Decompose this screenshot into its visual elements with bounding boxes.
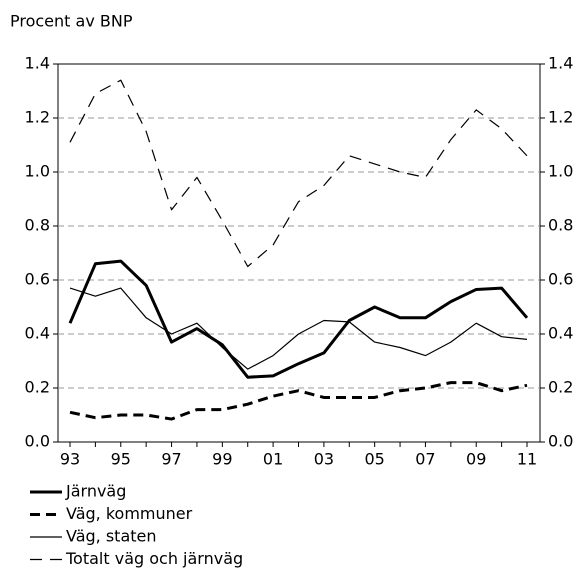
x-tick-label: 07 (415, 450, 435, 469)
legend-label: Järnväg (65, 482, 126, 501)
y2-tick-label: 0.8 (548, 216, 573, 235)
x-tick-label: 93 (60, 450, 80, 469)
x-tick-label: 95 (111, 450, 131, 469)
x-tick-label: 99 (212, 450, 232, 469)
x-tick-label: 11 (517, 450, 537, 469)
x-tick-label: 01 (263, 450, 283, 469)
series-line (68, 259, 529, 379)
y-tick-label: 0.8 (25, 216, 50, 235)
y-tick-label: 0.0 (25, 432, 50, 451)
chart-title: Procent av BNP (10, 12, 133, 31)
y2-tick-label: 0.2 (548, 378, 573, 397)
y-tick-label: 0.2 (25, 378, 50, 397)
y2-tick-label: 0.4 (548, 324, 573, 343)
y2-tick-label: 1.4 (548, 54, 573, 73)
y-tick-label: 1.2 (25, 108, 50, 127)
x-tick-label: 05 (364, 450, 384, 469)
x-tick-label: 09 (466, 450, 486, 469)
x-tick-label: 97 (161, 450, 181, 469)
y2-tick-label: 1.0 (548, 162, 573, 181)
y-tick-label: 0.6 (25, 270, 50, 289)
x-tick-label: 03 (314, 450, 334, 469)
y-tick-label: 1.0 (25, 162, 50, 181)
y-tick-label: 1.4 (25, 54, 50, 73)
y2-tick-label: 0.0 (548, 432, 573, 451)
legend-label: Totalt väg och järnväg (65, 549, 243, 568)
legend-label: Väg, kommuner (66, 504, 193, 523)
legend-label: Väg, staten (66, 527, 157, 546)
y2-tick-label: 0.6 (548, 270, 573, 289)
series-line (69, 79, 528, 268)
y-tick-label: 0.4 (25, 324, 50, 343)
series-line (69, 381, 528, 421)
y2-tick-label: 1.2 (548, 108, 573, 127)
series-line (69, 287, 528, 370)
